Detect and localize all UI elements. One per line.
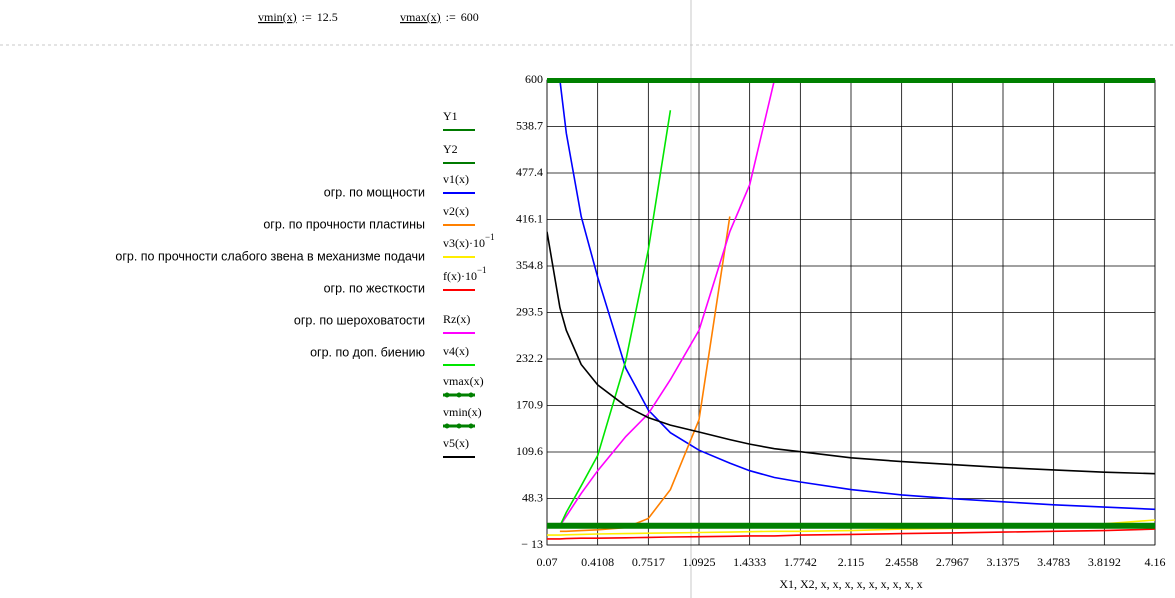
- legend-label: v1(x): [443, 172, 469, 186]
- constraint-label: огр. по жесткости: [324, 281, 425, 295]
- series-line: [547, 231, 1156, 475]
- legend-name: v1(x): [443, 172, 469, 186]
- y-tick-label: 232.2: [516, 351, 543, 365]
- definition-name: vmin(x): [258, 10, 297, 24]
- legend-name: v2(x): [443, 204, 469, 218]
- constraint-label: огр. по мощности: [324, 185, 425, 199]
- x-tick-label: 2.115: [838, 555, 865, 569]
- y-tick-label: 354.8: [516, 258, 543, 272]
- definition-name: vmax(x): [400, 10, 441, 24]
- x-tick-label: 4.16: [1145, 555, 1166, 569]
- series-line: [559, 79, 776, 527]
- legend-label: vmax(x): [443, 374, 484, 388]
- x-tick-label: 3.4783: [1037, 555, 1070, 569]
- legend-label: v2(x): [443, 204, 469, 218]
- y-tick-label: 538.7: [516, 118, 543, 132]
- constraint-label: огр. по шероховатости: [294, 313, 425, 327]
- legend-label: Rz(x): [443, 312, 470, 326]
- legend-name: Y2: [443, 142, 458, 156]
- constraint-label: огр. по прочности слабого звена в механи…: [115, 249, 425, 263]
- constraint-label: огр. по прочности пластины: [263, 217, 425, 231]
- y-tick-label: 477.4: [516, 165, 543, 179]
- legend-name: f(x)·10: [443, 269, 477, 283]
- legend-name: vmin(x): [443, 405, 482, 419]
- legend-dot: [468, 423, 474, 429]
- legend-name: v4(x): [443, 344, 469, 358]
- legend-label: v3(x)·10−1: [443, 232, 495, 250]
- x-tick-label: 1.7742: [784, 555, 817, 569]
- definition: vmax(x) := 600: [400, 10, 479, 24]
- legend-dot: [444, 392, 450, 398]
- legend-dot: [456, 423, 462, 429]
- legend-label: Y2: [443, 142, 458, 156]
- x-tick-label: 0.07: [537, 555, 558, 569]
- x-tick-label: 2.7967: [936, 555, 969, 569]
- legend-name: v3(x)·10: [443, 236, 485, 250]
- series-line: [559, 79, 1156, 511]
- definition-op: :=: [446, 10, 456, 24]
- x-tick-label: 3.8192: [1088, 555, 1121, 569]
- x-tick-label: 3.1375: [987, 555, 1020, 569]
- series-line: [559, 110, 672, 527]
- legend-label: v5(x): [443, 436, 469, 450]
- legend-dot: [444, 423, 450, 429]
- legend-label: vmin(x): [443, 405, 482, 419]
- legend-label: v4(x): [443, 344, 469, 358]
- y-tick-label: 48.3: [522, 490, 543, 504]
- definition-value: 600: [461, 10, 479, 24]
- x-tick-label: 2.4558: [885, 555, 918, 569]
- legend-dot: [468, 392, 474, 398]
- legend-name: Y1: [443, 109, 458, 123]
- x-tick-label: 1.4333: [733, 555, 766, 569]
- series-line: [547, 528, 1156, 540]
- y-tick-label: − 13: [521, 537, 543, 551]
- legend-name: v5(x): [443, 436, 469, 450]
- definition-value: 12.5: [317, 10, 338, 24]
- x-tick-label: 0.7517: [632, 555, 665, 569]
- legend-exponent: −1: [477, 265, 487, 275]
- definition-op: :=: [302, 10, 312, 24]
- y-tick-label: 293.5: [516, 304, 543, 318]
- legend-name: vmax(x): [443, 374, 484, 388]
- x-axis-label: X1, X2, x, x, x, x, x, x, x, x, x: [779, 577, 922, 591]
- legend-label: f(x)·10−1: [443, 265, 487, 283]
- definition: vmin(x) := 12.5: [258, 10, 338, 24]
- y-tick-label: 170.9: [516, 397, 543, 411]
- legend-name: Rz(x): [443, 312, 470, 326]
- constraint-label: огр. по доп. биению: [310, 345, 425, 359]
- y-tick-label: 109.6: [516, 444, 543, 458]
- y-tick-label: 416.1: [516, 211, 543, 225]
- legend-dot: [456, 392, 462, 398]
- y-tick-label: 600: [525, 72, 543, 86]
- legend-label: Y1: [443, 109, 458, 123]
- x-tick-label: 0.4108: [581, 555, 614, 569]
- legend-exponent: −1: [485, 232, 495, 242]
- x-tick-label: 1.0925: [683, 555, 716, 569]
